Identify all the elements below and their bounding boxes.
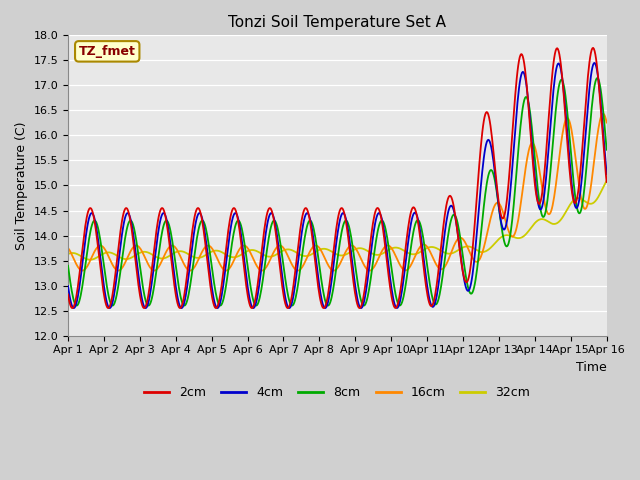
X-axis label: Time: Time	[576, 361, 607, 374]
Legend: 2cm, 4cm, 8cm, 16cm, 32cm: 2cm, 4cm, 8cm, 16cm, 32cm	[140, 382, 535, 405]
Title: Tonzi Soil Temperature Set A: Tonzi Soil Temperature Set A	[228, 15, 446, 30]
Y-axis label: Soil Temperature (C): Soil Temperature (C)	[15, 121, 28, 250]
Text: TZ_fmet: TZ_fmet	[79, 45, 136, 58]
